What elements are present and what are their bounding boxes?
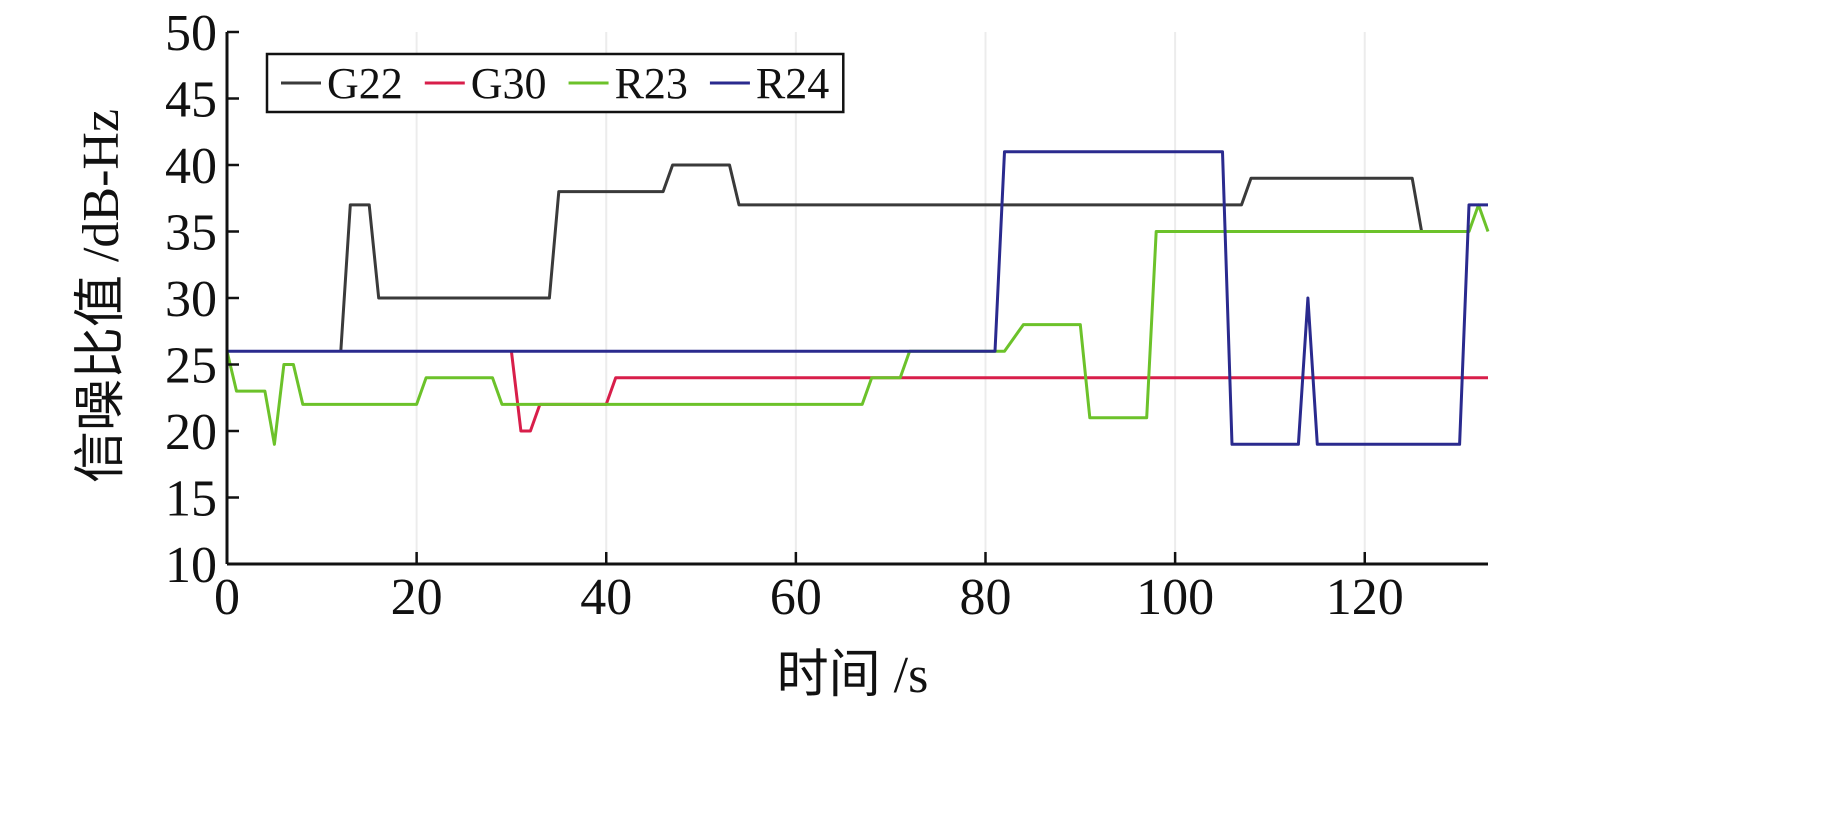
series-line-g30 bbox=[509, 351, 1488, 433]
y-tick-label: 30 bbox=[165, 271, 217, 328]
x-tick-label: 100 bbox=[1136, 569, 1214, 626]
x-tick-label: 40 bbox=[580, 569, 632, 626]
y-tick-label: 15 bbox=[165, 471, 217, 528]
y-tick-label: 35 bbox=[165, 205, 217, 262]
y-tick-label: 25 bbox=[165, 338, 217, 395]
legend-label-g22: G22 bbox=[327, 59, 403, 108]
legend-label-r23: R23 bbox=[615, 59, 688, 108]
grid-lines bbox=[415, 32, 1366, 564]
series-line-g22 bbox=[339, 163, 1424, 352]
y-tick-label: 10 bbox=[165, 537, 217, 594]
y-axis-ticks: 10 15 20 25 30 35 40 45 50 bbox=[165, 5, 239, 594]
x-axis-title: 时间 /s bbox=[777, 647, 929, 704]
x-tick-label: 120 bbox=[1326, 569, 1404, 626]
series-lines bbox=[225, 150, 1490, 446]
y-tick-label: 40 bbox=[165, 138, 217, 195]
legend: G22 G30 R23 R24 bbox=[265, 52, 845, 114]
y-tick-label: 45 bbox=[165, 72, 217, 129]
x-axis-ticks: 0 20 40 60 80 100 120 bbox=[214, 552, 1404, 626]
x-tick-label: 0 bbox=[214, 569, 240, 626]
y-axis-title: 信噪比值 /dB-Hz bbox=[73, 109, 130, 483]
series-line-r23 bbox=[225, 203, 1490, 446]
legend-label-r24: R24 bbox=[756, 59, 829, 108]
legend-label-g30: G30 bbox=[471, 59, 547, 108]
series-line-r24 bbox=[227, 150, 1488, 446]
x-tick-label: 20 bbox=[391, 569, 443, 626]
y-tick-label: 20 bbox=[165, 404, 217, 461]
y-tick-label: 50 bbox=[165, 5, 217, 62]
x-tick-label: 60 bbox=[770, 569, 822, 626]
x-tick-label: 80 bbox=[959, 569, 1011, 626]
